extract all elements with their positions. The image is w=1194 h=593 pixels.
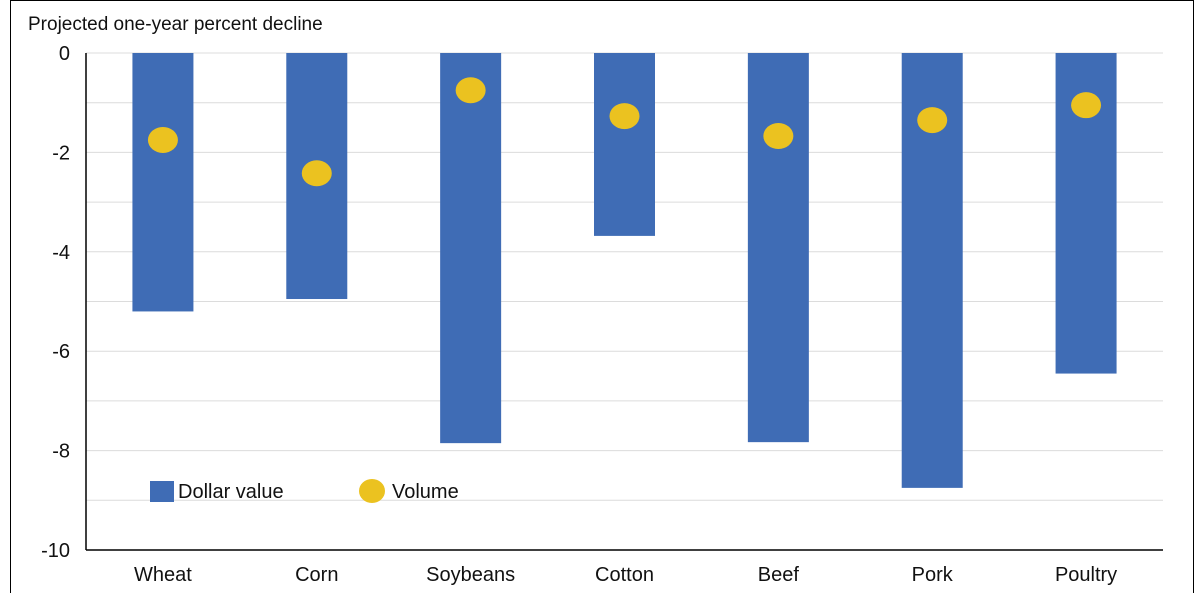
legend-label-dollar-value: Dollar value <box>178 481 284 503</box>
point-soybeans <box>455 77 486 104</box>
points <box>147 77 1102 187</box>
y-tick-label: -4 <box>52 242 70 264</box>
legend-swatch-volume <box>359 479 385 503</box>
y-tick-label: -6 <box>52 341 70 363</box>
legend: Dollar value Volume <box>150 479 459 503</box>
y-tick-labels: 0 -2 -4 -6 -8 -10 <box>41 43 70 562</box>
x-tick-label: Corn <box>295 564 338 586</box>
x-tick-label: Pork <box>912 564 954 586</box>
x-tick-label: Wheat <box>134 564 192 586</box>
point-corn <box>301 160 332 187</box>
point-beef <box>763 122 794 149</box>
legend-swatch-dollar-value <box>150 481 174 502</box>
y-tick-label: -8 <box>52 441 70 463</box>
point-wheat <box>147 126 178 153</box>
point-cotton <box>609 103 640 130</box>
axes <box>85 53 1163 551</box>
bar-soybeans <box>440 53 502 444</box>
point-poultry <box>1071 92 1102 119</box>
x-tick-label: Poultry <box>1055 564 1117 586</box>
bar-wheat <box>132 53 194 312</box>
bar-cotton <box>594 53 655 236</box>
y-tick-label: -2 <box>52 142 70 164</box>
y-axis-title: Projected one-year percent decline <box>28 14 323 35</box>
x-tick-label: Cotton <box>595 564 654 586</box>
x-tick-label: Beef <box>758 564 800 586</box>
x-tick-label: Soybeans <box>426 564 515 586</box>
x-tick-labels: Wheat Corn Soybeans Cotton Beef Pork Poultry <box>134 564 1117 586</box>
bar-beef <box>747 53 809 443</box>
y-tick-label: 0 <box>59 43 70 65</box>
point-pork <box>917 107 948 134</box>
legend-label-volume: Volume <box>392 481 459 503</box>
y-tick-label: -10 <box>41 540 70 562</box>
